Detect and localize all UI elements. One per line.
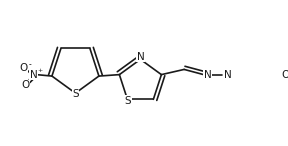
Text: O: O (281, 70, 288, 80)
Text: N: N (204, 70, 211, 80)
Text: O: O (21, 80, 29, 90)
Text: S: S (125, 96, 131, 106)
Text: O: O (19, 63, 27, 73)
Text: -: - (29, 60, 32, 69)
Text: +: + (37, 68, 42, 73)
Text: S: S (72, 89, 79, 99)
Text: N: N (224, 70, 232, 80)
Text: N: N (30, 70, 38, 80)
Text: N: N (137, 52, 144, 62)
